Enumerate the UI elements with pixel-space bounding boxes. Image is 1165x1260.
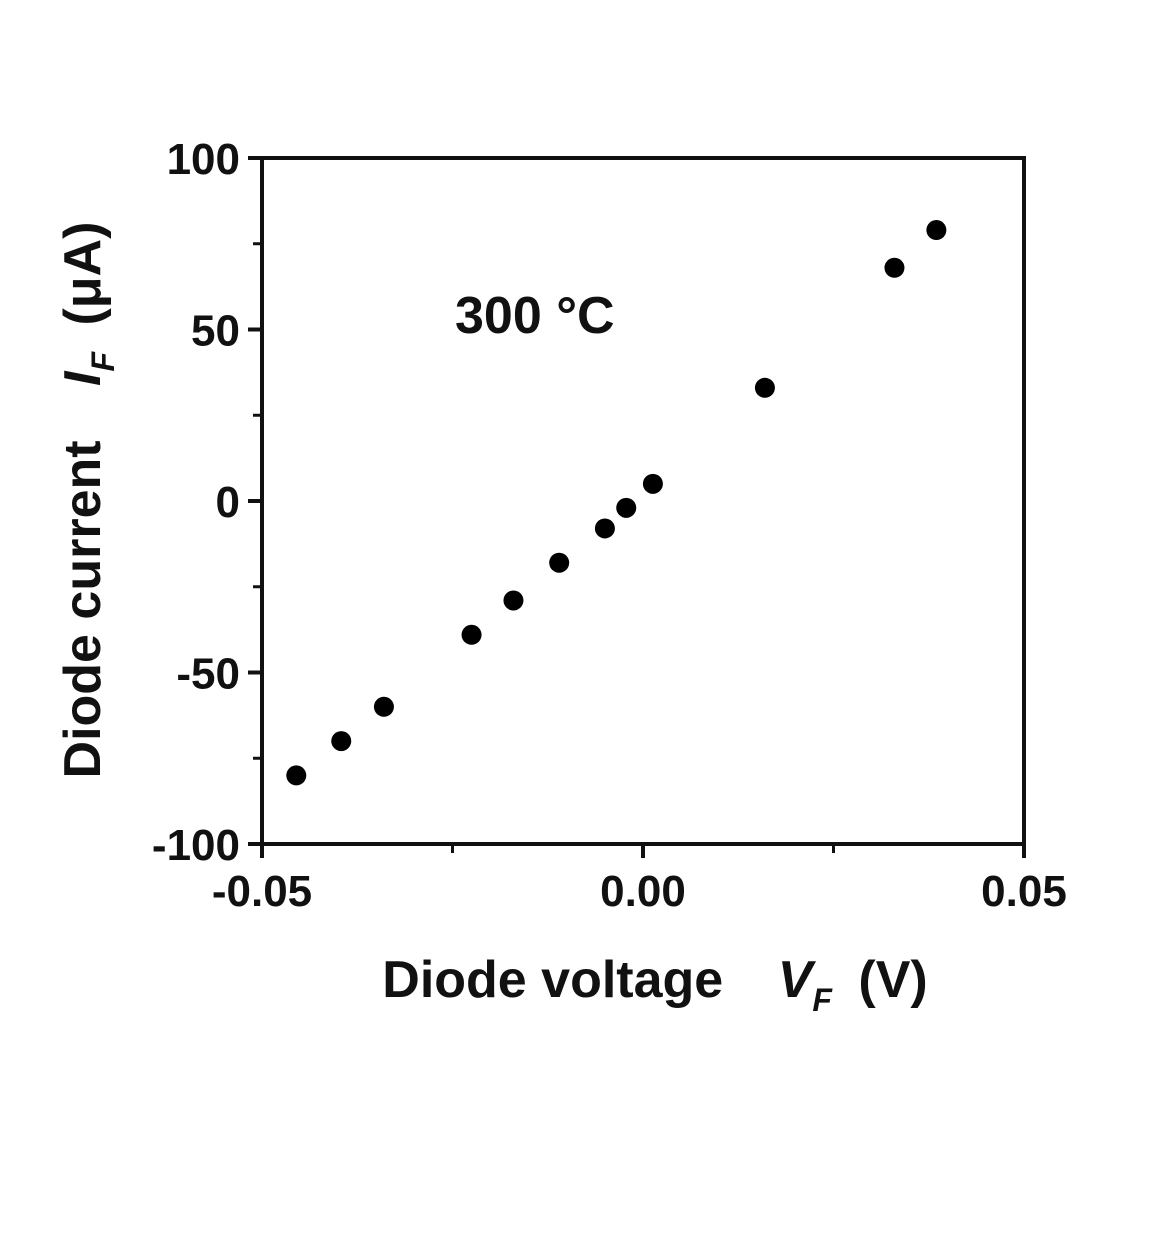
data-point [595, 518, 615, 538]
y-tick-label: 100 [167, 135, 240, 184]
y-tick-label: -50 [176, 650, 240, 699]
data-points [286, 220, 946, 785]
data-point [286, 765, 306, 785]
y-axis-subscript: F [85, 351, 121, 372]
data-point [374, 697, 394, 717]
x-axis-title-text: Diode voltage [382, 951, 723, 1009]
data-point [884, 258, 904, 278]
y-axis-title: Diode current IF (μA) [54, 222, 126, 779]
data-point [549, 553, 569, 573]
x-tick-label: 0.05 [981, 867, 1067, 916]
data-point [643, 474, 663, 494]
temperature-annotation: 300 °C [455, 287, 615, 345]
data-point [503, 590, 523, 610]
data-point [331, 731, 351, 751]
x-axis-unit: (V) [858, 951, 927, 1009]
data-point [616, 498, 636, 518]
y-tick-label: 50 [191, 307, 240, 356]
x-tick-label: -0.05 [212, 867, 312, 916]
y-tick-label: -100 [152, 821, 240, 870]
data-point [926, 220, 946, 240]
data-point [462, 625, 482, 645]
x-axis-title: Diode voltage VF (V) [382, 951, 927, 1023]
y-axis-unit: (μA) [54, 222, 112, 326]
data-point [755, 378, 775, 398]
y-axis-title-text: Diode current [54, 440, 112, 778]
x-tick-label: 0.00 [600, 867, 686, 916]
x-axis-symbol: V [778, 951, 817, 1009]
y-tick-label: 0 [216, 478, 240, 527]
plot-frame [262, 158, 1024, 844]
x-axis-subscript: F [812, 982, 833, 1018]
